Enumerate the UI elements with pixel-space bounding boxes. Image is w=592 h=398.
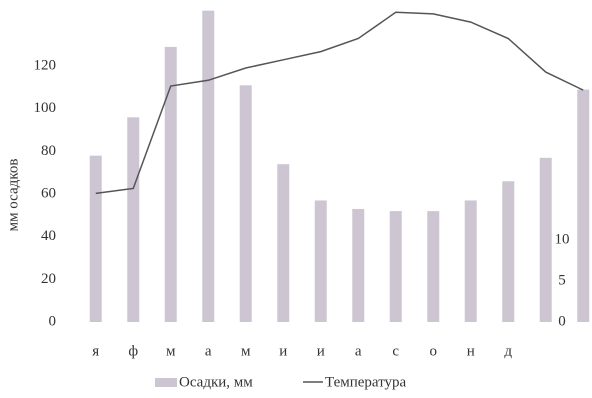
x-tick-label: с [392,343,399,359]
bar [164,46,177,322]
y2-tick-label: 0 [558,313,566,329]
x-tick-label: д [504,343,512,359]
y-tick-label: 40 [41,228,56,244]
legend-label: Осадки, мм [179,374,253,390]
bar [127,117,140,323]
x-tick-label: м [166,343,176,359]
x-tick-label: ф [128,343,138,359]
x-tick-label: а [205,343,212,359]
y-tick-label: 20 [41,271,56,287]
x-tick-label: о [430,343,438,359]
x-tick-label: м [241,343,251,359]
bar [577,89,590,322]
legend-label: Температура [325,374,407,390]
y-tick-label: 60 [41,185,56,201]
bar [539,157,552,322]
x-tick-label: н [467,343,475,359]
bar [464,200,477,322]
bar [239,85,252,323]
bar [89,155,102,322]
bar [352,208,365,322]
bar [502,181,515,322]
y2-tick-label: 10 [555,232,570,248]
bar [389,211,402,322]
y-tick-label: 0 [49,313,57,329]
y2-tick-label: 5 [558,272,566,288]
x-tick-label: я [92,343,99,359]
bar [202,10,215,322]
y-tick-label: 120 [34,58,57,74]
y-axis-label: мм осадков [5,159,21,232]
bar [277,164,290,322]
x-tick-label: и [317,343,325,359]
bar [314,200,327,322]
x-tick-label: и [279,343,287,359]
bar [427,211,440,322]
y-tick-label: 100 [34,100,57,116]
legend-swatch [155,378,177,387]
x-tick-label: а [355,343,362,359]
temperature-line [95,11,584,195]
y-tick-label: 80 [41,143,56,159]
